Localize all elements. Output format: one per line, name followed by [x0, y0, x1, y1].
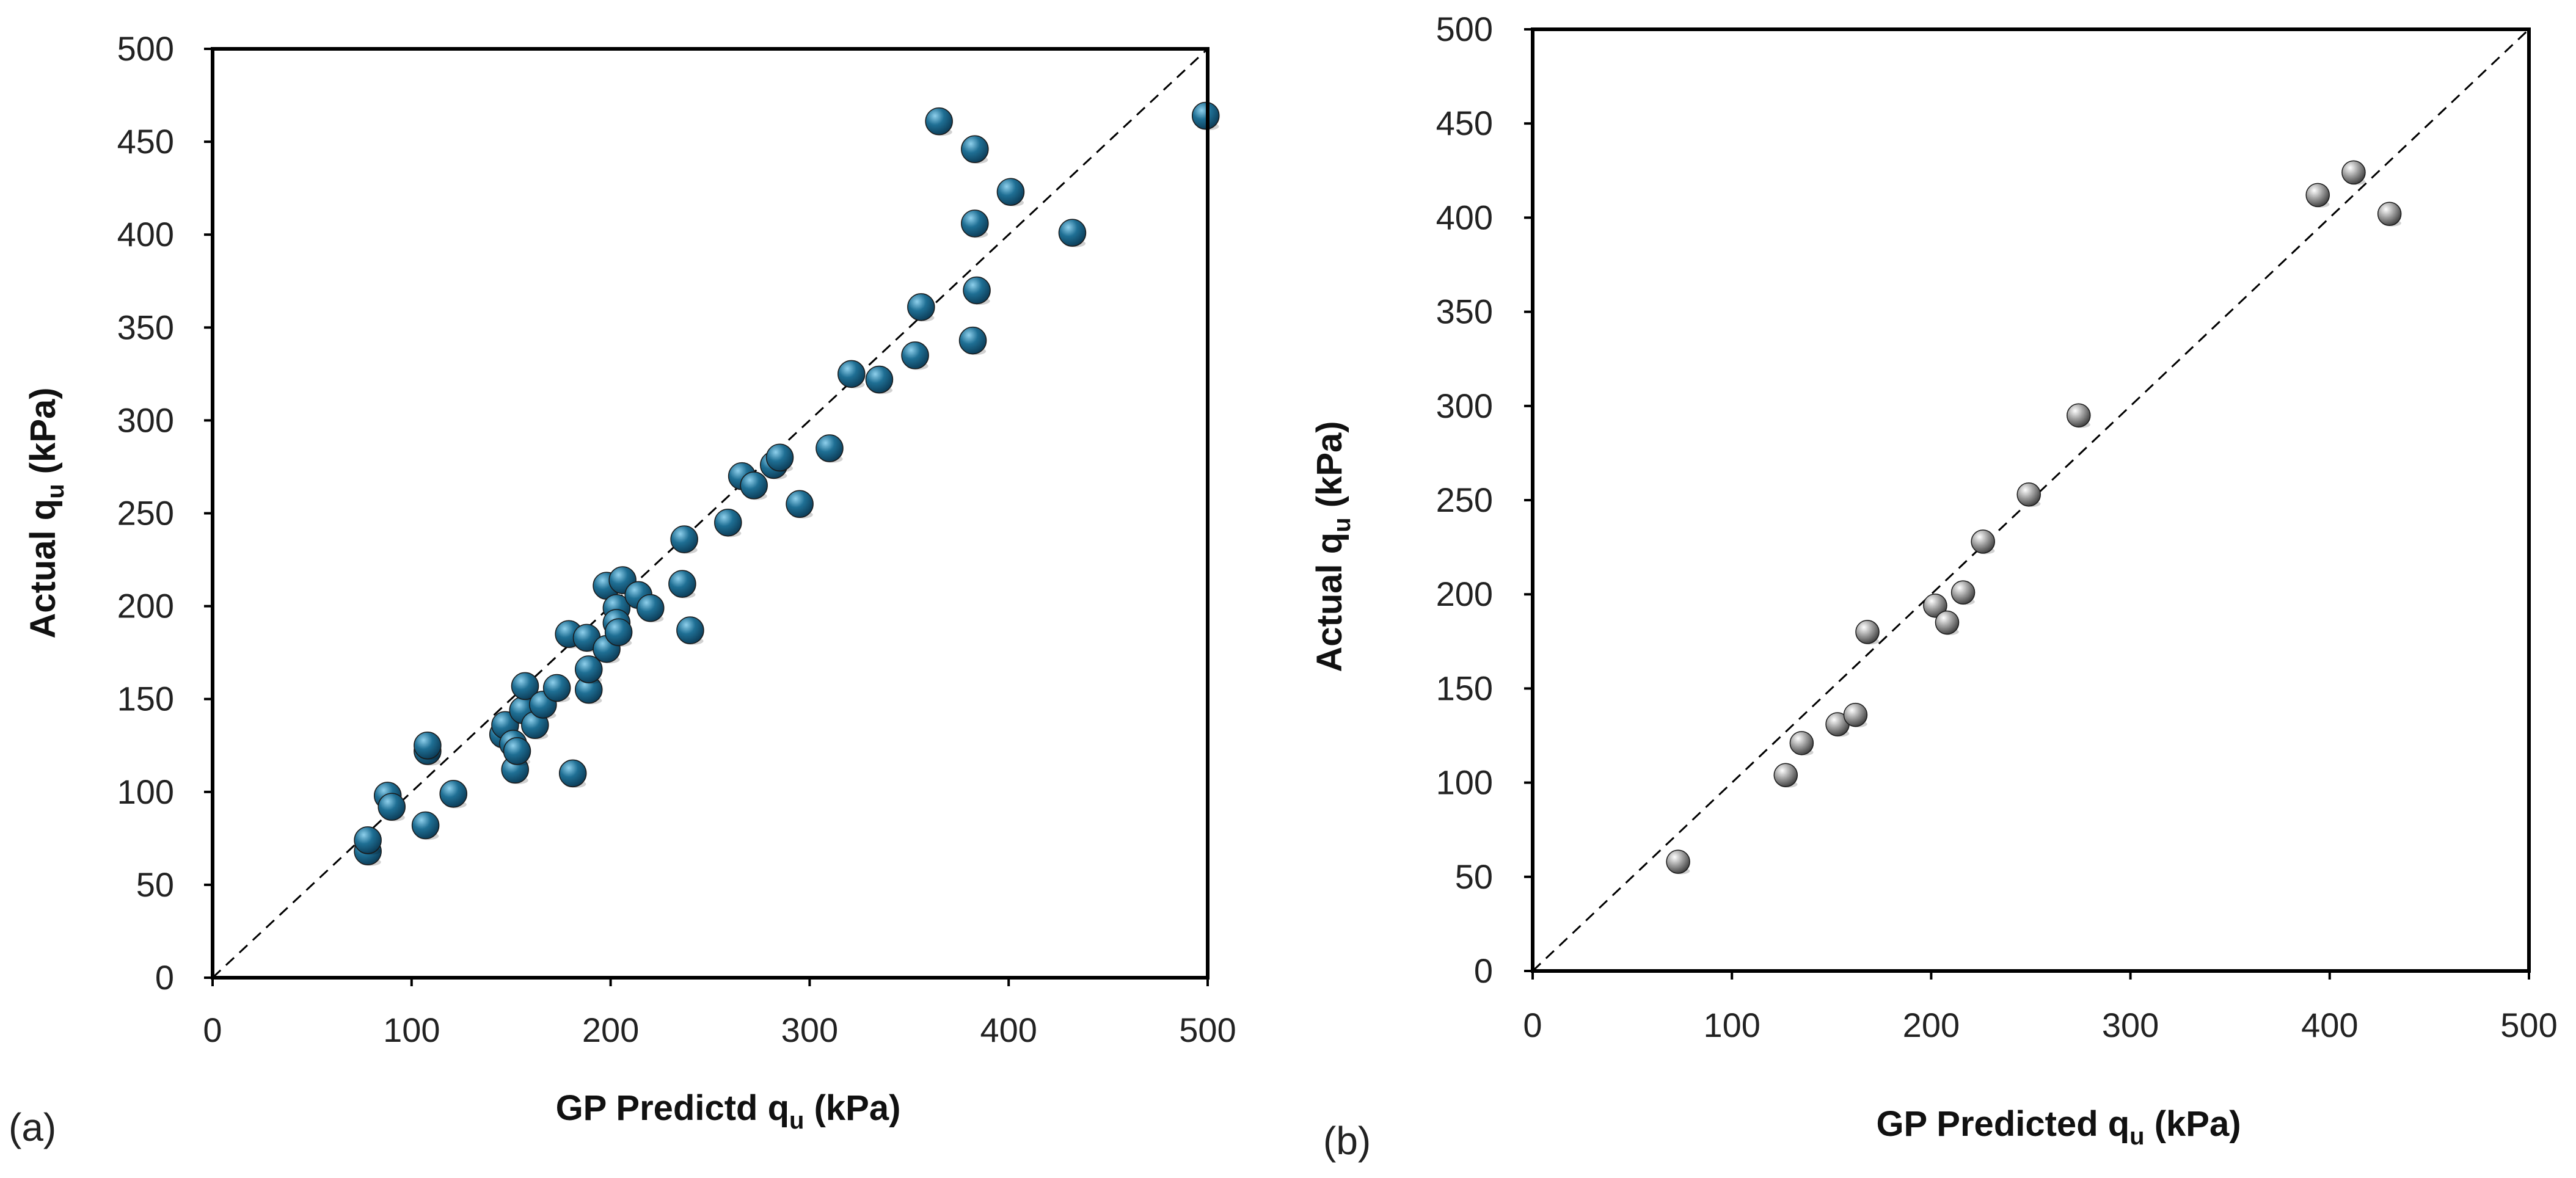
- y-tick-labels-b: 0 50 100 150 200 250 300 350 400 450 500: [1436, 10, 1493, 990]
- y-tick-label: 100: [117, 773, 174, 811]
- data-point: [1971, 529, 1995, 554]
- data-point: [637, 594, 665, 622]
- y-tick-label: 350: [1436, 293, 1493, 331]
- data-point: [1191, 101, 1220, 130]
- data-point: [575, 655, 603, 683]
- y-tick-label: 400: [1436, 198, 1493, 236]
- data-point: [1923, 593, 1947, 618]
- scatter-panel-b: 0 50 100 150 200 250 300 350 400 450 500 0 100 200 30…: [1310, 10, 2558, 1163]
- reference-line-a: [211, 48, 1209, 979]
- y-tick-label: 300: [1436, 387, 1493, 425]
- x-tick-label: 300: [2102, 1006, 2159, 1044]
- x-tick-labels-b: 0 100 200 300 400 500: [1523, 1006, 2557, 1044]
- data-point: [837, 360, 866, 388]
- y-tick-label: 400: [117, 215, 174, 253]
- data-point: [1843, 702, 1868, 727]
- x-tick-labels-a: 0 100 200 300 400 500: [203, 1011, 1236, 1049]
- y-tick-label: 250: [1436, 481, 1493, 519]
- y-tick-label: 0: [1474, 951, 1493, 990]
- data-point: [439, 780, 467, 808]
- x-tick-label: 200: [582, 1011, 639, 1049]
- data-point: [958, 326, 987, 355]
- x-tick-label: 100: [383, 1011, 440, 1049]
- panel-label-b: (b): [1323, 1119, 1371, 1163]
- x-axis-title-b: GP Predicted qu (kPa): [1876, 1104, 2241, 1150]
- y-tick-label: 50: [1455, 857, 1493, 896]
- data-points-b: [1666, 160, 2402, 874]
- data-point: [2305, 183, 2330, 208]
- data-point: [1950, 580, 1976, 605]
- data-point: [963, 276, 991, 305]
- data-point: [996, 178, 1025, 206]
- x-axis-title-a: GP Predictd qu (kPa): [556, 1088, 901, 1134]
- data-point: [2016, 482, 2041, 507]
- data-point: [542, 674, 571, 702]
- y-tick-label: 100: [1436, 763, 1493, 802]
- y-tick-label: 200: [1436, 575, 1493, 613]
- plot-frame-a: [211, 47, 1210, 980]
- data-point: [1773, 763, 1798, 788]
- x-tick-label: 500: [2500, 1006, 2557, 1044]
- data-point: [786, 490, 814, 518]
- data-point: [2067, 403, 2091, 427]
- data-point: [714, 508, 742, 537]
- plot-frame-b: [1531, 27, 2531, 973]
- scatter-panel-a: 0 50 100 150 200 250 300 350 400 450 500 0 100 200 30…: [9, 29, 1236, 1149]
- data-point: [961, 209, 989, 238]
- data-point: [1935, 610, 1960, 635]
- data-points-a: [354, 101, 1220, 866]
- y-tick-label: 250: [117, 494, 174, 533]
- y-tick-label: 200: [117, 587, 174, 625]
- y-tick-label: 0: [155, 958, 174, 997]
- data-point: [1666, 849, 1690, 874]
- y-tick-labels-a: 0 50 100 150 200 250 300 350 400 450 500: [117, 29, 174, 997]
- data-point: [670, 525, 698, 553]
- y-tick-label: 150: [1436, 669, 1493, 707]
- x-tick-label: 500: [1179, 1011, 1236, 1049]
- y-tick-label: 300: [117, 401, 174, 439]
- data-point: [961, 135, 989, 164]
- data-point: [2341, 160, 2366, 185]
- data-point: [865, 365, 894, 394]
- y-tick-label: 150: [117, 680, 174, 718]
- panel-label-a: (a): [9, 1105, 56, 1149]
- x-tick-label: 400: [2301, 1006, 2358, 1044]
- data-point: [1855, 620, 1880, 644]
- data-point: [765, 443, 794, 471]
- data-point: [411, 811, 440, 840]
- data-point: [378, 793, 406, 821]
- data-point: [503, 737, 531, 765]
- data-point: [414, 732, 442, 760]
- data-point: [1789, 731, 1814, 755]
- x-tick-label: 200: [1903, 1006, 1960, 1044]
- data-point: [558, 759, 587, 788]
- x-tick-label: 0: [1523, 1006, 1542, 1044]
- data-point: [354, 826, 382, 854]
- y-axis-title-b: Actual qu (kPa): [1310, 421, 1356, 672]
- data-point: [668, 570, 696, 598]
- data-point: [901, 341, 929, 369]
- y-tick-label: 50: [136, 865, 174, 904]
- y-tick-label: 500: [117, 29, 174, 68]
- x-tick-label: 300: [781, 1011, 838, 1049]
- x-tick-label: 400: [980, 1011, 1037, 1049]
- data-point: [907, 293, 935, 321]
- y-tick-label: 450: [1436, 104, 1493, 142]
- y-tick-label: 450: [117, 122, 174, 161]
- x-tick-label: 0: [203, 1011, 222, 1049]
- data-point: [925, 107, 953, 136]
- data-point: [740, 471, 768, 500]
- y-tick-label: 350: [117, 308, 174, 346]
- data-point: [604, 618, 633, 646]
- data-point: [676, 616, 704, 644]
- y-tick-label: 500: [1436, 10, 1493, 48]
- data-point: [815, 434, 844, 462]
- y-axis-title-a: Actual qu (kPa): [23, 387, 69, 638]
- x-tick-label: 100: [1703, 1006, 1760, 1044]
- data-point: [511, 672, 539, 700]
- data-point: [1058, 219, 1087, 247]
- data-point: [2377, 202, 2402, 226]
